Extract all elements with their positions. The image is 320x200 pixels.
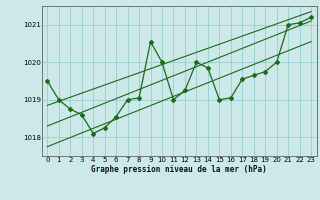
X-axis label: Graphe pression niveau de la mer (hPa): Graphe pression niveau de la mer (hPa) [91,165,267,174]
